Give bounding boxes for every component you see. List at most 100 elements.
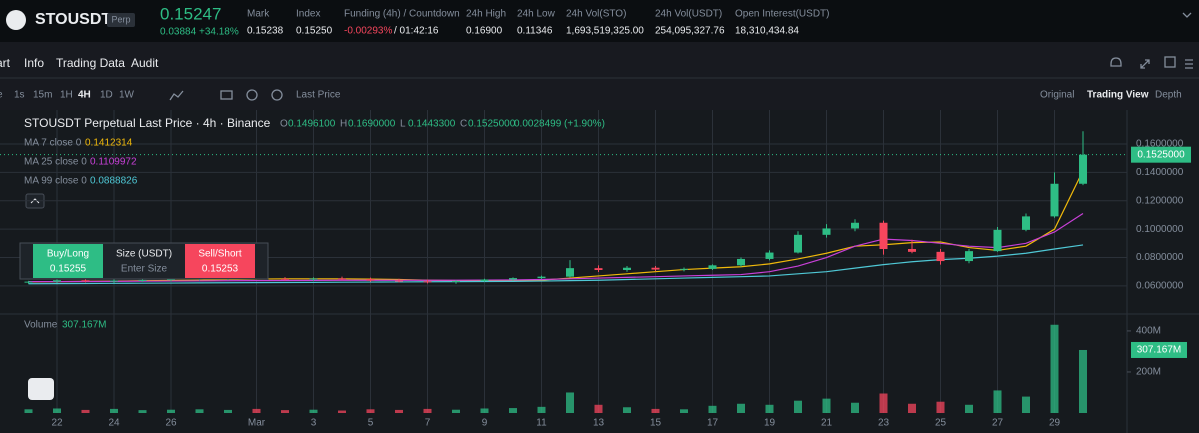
candle-body xyxy=(623,267,631,270)
interval[interactable]: 1D xyxy=(100,90,113,101)
view-tab[interactable]: Depth xyxy=(1155,90,1182,101)
tab[interactable]: Info xyxy=(24,56,44,70)
view-tab[interactable]: Original xyxy=(1040,90,1074,101)
candle-body xyxy=(1079,154,1087,184)
coin-logo xyxy=(6,10,26,30)
x-tick-label: 9 xyxy=(482,418,488,429)
volume-bar xyxy=(53,408,61,413)
x-tick-label: 21 xyxy=(821,418,833,429)
buy-price: 0.15255 xyxy=(50,264,87,275)
stat-label: 24h High xyxy=(466,9,506,20)
stat-label: 24h Vol(USDT) xyxy=(655,9,722,20)
last-price: 0.15247 xyxy=(160,4,221,23)
x-tick-label: 19 xyxy=(764,418,776,429)
volume-bar xyxy=(651,408,660,413)
y-tick-label: 0.1600000 xyxy=(1136,139,1184,150)
interval[interactable]: 1H xyxy=(60,90,73,101)
ohlc-value: 0.1443300 xyxy=(408,119,456,130)
candle-body xyxy=(423,281,432,283)
ohlc-value: 0.1525000 xyxy=(468,119,516,130)
candle-body xyxy=(509,278,517,280)
interval[interactable]: 4H xyxy=(78,90,91,101)
volume-bar xyxy=(851,402,859,413)
sell-btn[interactable] xyxy=(185,244,255,278)
volume-bar xyxy=(822,398,831,413)
ma-name: MA 25 close 0 xyxy=(24,157,87,168)
volume-bar xyxy=(81,409,90,413)
volume-bar xyxy=(737,403,745,413)
camera-icon[interactable] xyxy=(220,90,233,100)
candle-body xyxy=(24,281,33,283)
interval[interactable]: 1s xyxy=(14,90,25,101)
candle-body xyxy=(794,234,802,253)
candle-body xyxy=(908,249,916,252)
chevron-icon[interactable] xyxy=(1182,12,1192,18)
sell-label: Sell/Short xyxy=(198,249,242,260)
x-tick-label: Mar xyxy=(248,418,266,429)
volume-bar xyxy=(566,392,574,413)
candle-body xyxy=(1022,216,1030,230)
size-input[interactable]: Enter Size xyxy=(121,264,168,275)
stat-label: Funding (4h) / Countdown xyxy=(344,9,460,20)
stat-value: 18,310,434.84 xyxy=(735,26,799,37)
x-tick-label: 3 xyxy=(311,418,317,429)
ma-line xyxy=(28,244,1084,285)
volume-bar xyxy=(509,408,517,413)
stat-value: -0.00293% xyxy=(344,26,392,37)
candle-body xyxy=(594,268,603,270)
tab[interactable]: art xyxy=(0,56,11,70)
volume-bar xyxy=(1050,324,1059,413)
x-tick-label: 11 xyxy=(536,418,547,429)
ohlc-key: H xyxy=(340,119,347,130)
tab[interactable]: Trading Data xyxy=(56,56,125,70)
candle-body xyxy=(965,251,973,262)
volume-bar xyxy=(338,410,346,413)
interval[interactable]: 15m xyxy=(33,90,52,101)
tab[interactable]: Audit xyxy=(131,56,159,70)
x-tick-label: 22 xyxy=(51,418,63,429)
layout-icon[interactable] xyxy=(1164,56,1176,68)
candle-body xyxy=(993,229,1002,252)
ohlc-key: L xyxy=(400,119,406,130)
change-pct: +34.18% xyxy=(199,27,239,38)
collapse-arrow xyxy=(30,198,40,204)
ma-value: 0.1109972 xyxy=(90,157,137,168)
add-icon[interactable] xyxy=(246,89,258,101)
interval[interactable]: 1W xyxy=(119,90,135,101)
candle-body xyxy=(309,278,318,280)
settings-icon[interactable] xyxy=(271,89,283,101)
badge-bg xyxy=(107,13,135,27)
x-tick-label: 29 xyxy=(1049,418,1061,429)
volume-bar xyxy=(794,400,802,413)
volume-bar xyxy=(138,410,147,413)
stat-value: 0.16900 xyxy=(466,26,503,37)
buy-btn[interactable] xyxy=(33,244,103,278)
vol-tag-bg xyxy=(1131,341,1187,358)
volume-bar xyxy=(252,408,261,413)
volume-bar xyxy=(680,409,688,413)
volume-bar xyxy=(366,409,375,413)
candle-body xyxy=(1050,183,1059,217)
bell-icon[interactable] xyxy=(1110,57,1122,67)
stat-value: 0.11346 xyxy=(517,26,553,37)
badge: Perp xyxy=(111,14,130,24)
volume-bar xyxy=(765,404,774,413)
volume-bar xyxy=(623,407,631,413)
y-tick-label: 0.1200000 xyxy=(1136,195,1184,206)
candle-body xyxy=(366,279,375,281)
price-tag: 0.1525000 xyxy=(1137,149,1185,160)
expand-icon[interactable] xyxy=(1140,59,1150,69)
draw-icon[interactable] xyxy=(169,90,184,101)
view-tab[interactable]: Trading View xyxy=(1087,90,1149,101)
price-type[interactable]: Last Price xyxy=(296,90,341,101)
interval[interactable]: e xyxy=(0,90,3,101)
symbol[interactable]: STOUSDT xyxy=(35,11,111,28)
candle-body xyxy=(53,280,61,282)
stat-label: 24h Low xyxy=(517,9,556,20)
price-tag-bg xyxy=(1131,146,1191,163)
size-label: Size (USDT) xyxy=(116,249,172,260)
candle-body xyxy=(680,268,688,270)
ohlc-value: 0.1496100 xyxy=(288,119,336,130)
volume-bar xyxy=(936,401,945,413)
menu-icon[interactable] xyxy=(1185,59,1193,69)
